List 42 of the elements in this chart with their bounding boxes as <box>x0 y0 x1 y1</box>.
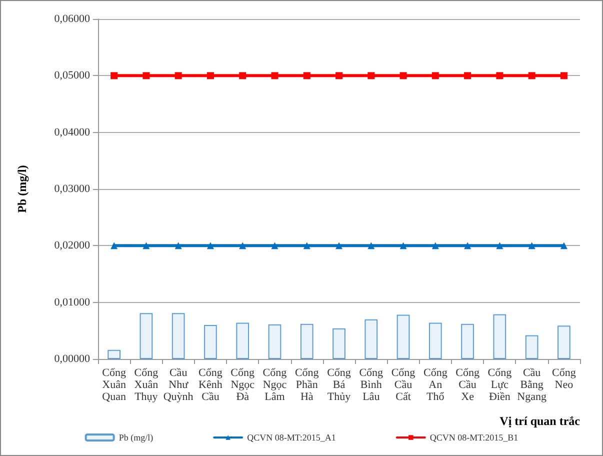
x-tick-label: Cống Lực Điền <box>488 367 512 403</box>
bar <box>108 350 120 359</box>
x-tick-label: Cầu Bằng Ngang <box>517 367 547 403</box>
bar <box>428 322 442 359</box>
x-tick-label: Cống Cầu Cất <box>391 367 416 403</box>
bar <box>396 314 410 359</box>
y-tick-label: 0,00000 <box>54 353 90 365</box>
x-tick-label: Cống Phần Hà <box>294 367 320 403</box>
x-axis-title: Vị trí quan trắc <box>500 414 581 428</box>
x-tick-label: Cống Bá Thủy <box>327 367 352 403</box>
x-tick-label: Cống An Thổ <box>423 367 448 403</box>
bar <box>236 322 250 359</box>
bar <box>332 328 346 359</box>
legend-label: QCVN 08-MT:2015_B1 <box>430 432 518 442</box>
x-tick-label: Cống Xuân Thụy <box>134 367 159 403</box>
x-tick-label: Cống Neo <box>552 367 576 391</box>
x-tick-label: Cống Bình Lâu <box>359 367 384 403</box>
bar <box>461 324 474 359</box>
bar <box>364 319 378 359</box>
y-axis-title: Pb (mg/l) <box>15 165 29 213</box>
x-tick-label: Cống Cầu Xe <box>456 367 480 403</box>
bar <box>525 335 538 359</box>
bar <box>300 324 314 359</box>
bar <box>172 313 185 359</box>
x-tick-label: Cống Ngọc Đà <box>230 367 256 403</box>
legend-label: Pb (mg/l) <box>118 432 154 442</box>
x-tick-label: Cống Kênh Cầu <box>198 367 223 403</box>
bar <box>493 314 506 359</box>
y-tick-label: 0,03000 <box>54 183 90 195</box>
y-tick-label: 0,05000 <box>54 70 90 82</box>
x-tick-label: Cống Xuân Quan <box>102 367 126 403</box>
bar <box>140 313 153 359</box>
legend-label: QCVN 08-MT:2015_A1 <box>247 432 336 442</box>
bar <box>204 325 217 359</box>
x-tick-label: Cầu Như Quỳnh <box>163 367 194 403</box>
y-tick-label: 0,06000 <box>54 13 90 25</box>
y-tick-label: 0,04000 <box>54 126 90 138</box>
bar <box>558 326 570 359</box>
y-tick-label: 0,01000 <box>54 296 90 308</box>
x-tick-label: Cống Ngọc Lâm <box>262 367 288 403</box>
bar <box>268 324 282 359</box>
y-tick-label: 0,02000 <box>54 240 90 252</box>
